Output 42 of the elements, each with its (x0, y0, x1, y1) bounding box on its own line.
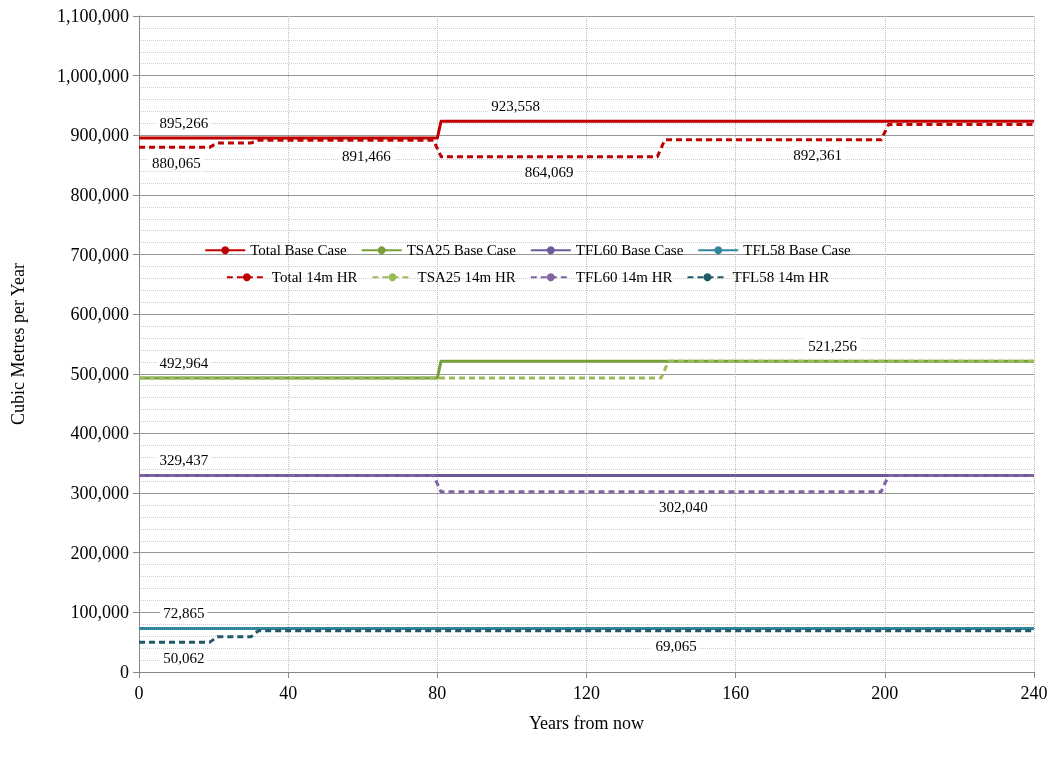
legend-label: Total Base Case (250, 242, 347, 259)
x-tick-label: 200 (871, 683, 899, 703)
y-tick-label: 500,000 (70, 363, 129, 384)
data-label: 492,964 (159, 354, 209, 371)
data-label: 50,062 (163, 649, 205, 666)
data-label: 329,437 (159, 452, 209, 469)
y-tick-label: 200,000 (70, 542, 129, 563)
y-tick-label: 1,000,000 (57, 65, 129, 86)
legend-label: TFL60 14m HR (575, 269, 673, 286)
data-label: 891,466 (342, 147, 392, 164)
legend-label: TSA25 Base Case (406, 242, 517, 259)
y-tick-label: 400,000 (70, 423, 129, 444)
legend-label: TFL60 Base Case (575, 242, 684, 259)
legend-label: TFL58 14m HR (732, 269, 830, 286)
data-label: 892,361 (793, 147, 843, 164)
data-label: 864,069 (524, 164, 574, 181)
x-tick-label: 120 (573, 683, 600, 703)
legend-label: TSA25 14m HR (417, 269, 516, 286)
y-axis-title: Cubic Metres per Year (8, 263, 28, 425)
data-label: 895,266 (159, 114, 209, 131)
data-label: 521,256 (808, 337, 858, 354)
x-tick-label: 80 (428, 683, 447, 703)
x-axis-title: Years from now (528, 713, 645, 733)
y-tick-label: 0 (120, 662, 129, 682)
y-tick-label: 800,000 (70, 184, 129, 205)
data-label: 923,558 (491, 97, 541, 114)
y-tick-label: 300,000 (70, 483, 129, 504)
data-label: 302,040 (659, 499, 708, 516)
x-tick-label: 160 (722, 683, 750, 703)
data-label: 880,065 (151, 154, 201, 171)
x-tick-label: 240 (1020, 683, 1048, 703)
y-tick-label: 900,000 (70, 125, 129, 146)
y-tick-label: 700,000 (70, 244, 129, 265)
x-tick-label: 0 (134, 683, 144, 703)
x-tick-label: 40 (279, 683, 298, 703)
y-tick-label: 1,100,000 (57, 6, 129, 26)
y-tick-label: 100,000 (70, 602, 129, 623)
data-label: 72,865 (163, 605, 205, 622)
data-label: 69,065 (655, 638, 697, 655)
y-tick-label: 600,000 (70, 304, 129, 325)
legend-label: Total 14m HR (271, 269, 358, 286)
legend-label: TFL58 Base Case (743, 242, 852, 259)
